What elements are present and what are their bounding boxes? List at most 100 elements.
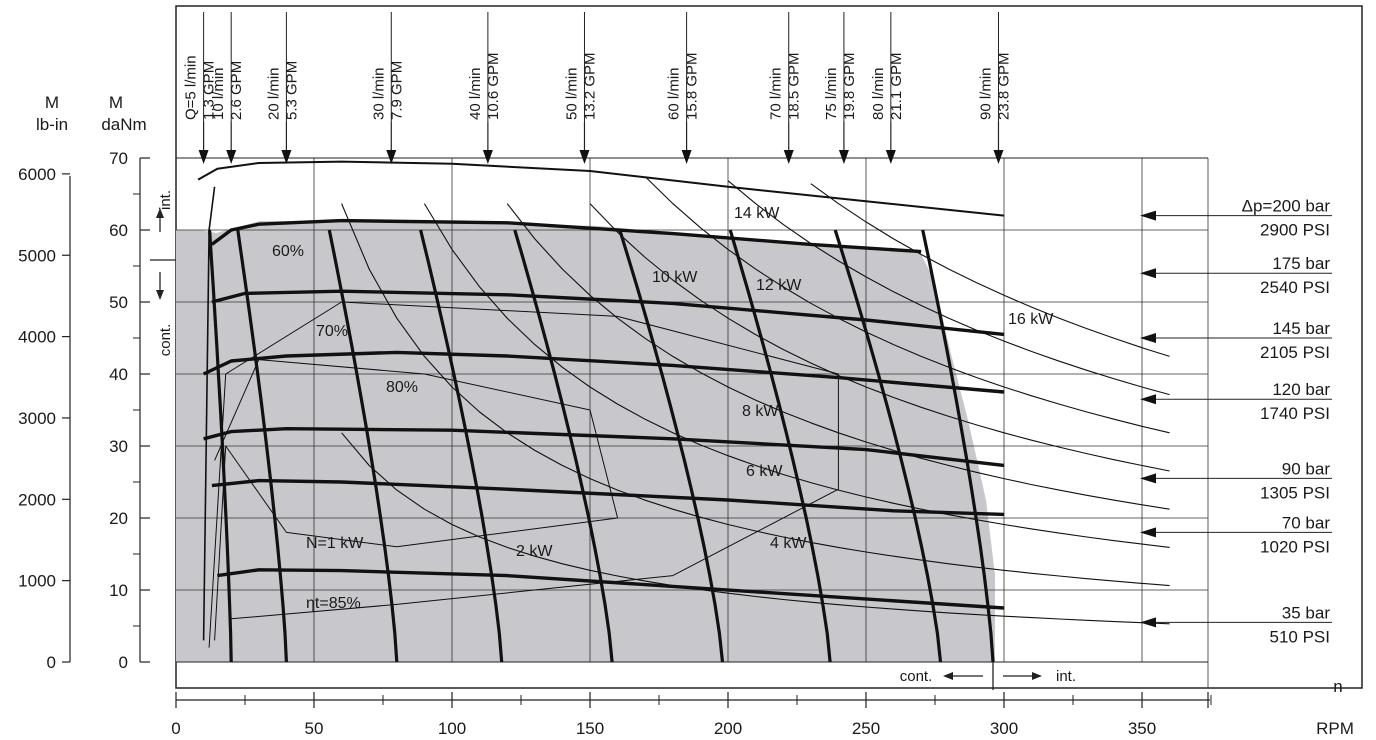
pressure-label-psi: 1020 PSI [1260, 537, 1330, 556]
x-tick-label: 50 [305, 719, 324, 738]
efficiency-label-80: 80% [386, 379, 418, 396]
x-tick-label: 100 [438, 719, 466, 738]
efficiency-contour-80 [208, 301, 839, 648]
flow-label-gpm: 18.5 GPM [786, 52, 803, 120]
pressure-label-arrowhead [1140, 473, 1156, 484]
x-axis-label: RPM [1316, 719, 1354, 738]
flow-label-lpm: 80 l/min [870, 67, 887, 120]
flow-label-gpm: 1.3 GPM [201, 61, 218, 120]
pressure-label-psi: 1740 PSI [1260, 404, 1330, 423]
power-curve-10kw [589, 203, 1170, 472]
pressure-label-psi: 2900 PSI [1260, 221, 1330, 240]
y-lbin-tick-label: 3000 [18, 409, 56, 428]
power-curve-16kw [810, 183, 1170, 357]
flow-label: 90 l/min 23.8 GPM [977, 12, 1012, 164]
y-danm-tick-label: 30 [109, 437, 128, 456]
y-axis-danm-label-2: daNm [101, 115, 146, 134]
pressure-label-bar: 70 bar [1282, 513, 1331, 532]
flow-label: 40 l/min 10.6 GPM [467, 12, 502, 164]
flow-label-gpm: 2.6 GPM [228, 61, 245, 120]
grid [176, 157, 1209, 688]
y-lbin-tick-label: 2000 [18, 490, 56, 509]
flow-curve-flow-70 [728, 229, 832, 663]
flow-curve-flow-50 [513, 229, 614, 663]
flow-label-gpm: 7.9 GPM [388, 61, 405, 120]
flow-label-arrowhead [681, 150, 692, 164]
flow-label-gpm: 19.8 GPM [841, 52, 858, 120]
flow-curve-5 [202, 186, 216, 641]
flow-label-arrowhead [783, 150, 794, 164]
flow-label: 30 l/min 7.9 GPM [370, 12, 405, 164]
x-tick-label: 0 [171, 719, 180, 738]
pressure-label: 70 bar 1020 PSI [1140, 513, 1332, 556]
flow-label-lpm: 60 l/min [666, 67, 683, 120]
flow-label-lpm: 50 l/min [563, 67, 580, 120]
flow-label-arrowhead [993, 150, 1004, 164]
int-label-horizontal: int. [1056, 668, 1076, 685]
power-curve-6kw [423, 203, 1170, 548]
pressure-label-psi: 2105 PSI [1260, 343, 1330, 362]
pressure-label: 90 bar 1305 PSI [1140, 459, 1332, 502]
pressure-label: 175 bar 2540 PSI [1140, 254, 1332, 297]
pressure-label-arrowhead [1140, 527, 1156, 538]
pressure-label-psi: 1305 PSI [1260, 483, 1330, 502]
cont-label-horizontal: cont. [900, 668, 933, 685]
flow-label-arrowhead [838, 150, 849, 164]
flow-label: Q=5 l/min 1.3 GPM [183, 12, 218, 164]
efficiency-label-85: ηt=85% [306, 595, 361, 612]
pressure-labels: Δp=200 bar 2900 PSI 175 bar 2540 PSI 145 bar… [1140, 197, 1332, 646]
efficiency-contour-85 [214, 359, 619, 641]
y-axis-danm-ticks: 0 10 20 30 40 50 60 70 [109, 149, 150, 672]
flow-label-lpm: 40 l/min [467, 67, 484, 120]
flow-label-gpm: 15.8 GPM [684, 52, 701, 120]
pressure-label-bar: 145 bar [1272, 319, 1330, 338]
y-axis-danm-label-1: M [109, 93, 123, 112]
efficiency-labels: 60% 70% 80% ηt=85% [272, 243, 418, 612]
y-danm-tick-label: 70 [109, 149, 128, 168]
flow-label-arrowhead [281, 150, 292, 164]
pressure-label: 145 bar 2105 PSI [1140, 319, 1332, 362]
y-danm-tick-label: 10 [109, 581, 128, 600]
pressure-label-bar: 120 bar [1272, 380, 1330, 399]
flow-label-lpm: 30 l/min [370, 67, 387, 120]
y-danm-tick-label: 40 [109, 365, 128, 384]
flow-label: 80 l/min 21.1 GPM [870, 12, 905, 164]
y-lbin-tick-label: 4000 [18, 328, 56, 347]
flow-label: 70 l/min 18.5 GPM [768, 12, 803, 164]
int-cont-vertical-annotation: int. cont. [150, 190, 176, 356]
x-tick-label: 300 [990, 719, 1018, 738]
int-cont-horizontal-annotation: cont. int. [900, 662, 1076, 690]
power-label-6kw: 6 kW [746, 463, 783, 480]
flow-curve-flow-20 [236, 229, 288, 663]
flow-label: 50 l/min 13.2 GPM [563, 12, 598, 164]
y-axis-lbin-ticks: 0 1000 2000 3000 4000 5000 6000 [18, 165, 70, 672]
flow-curve-flow-80 [833, 229, 943, 663]
flow-label-arrowhead [579, 150, 590, 164]
pressure-curve-90bar [203, 427, 1005, 468]
flow-label: 60 l/min 15.8 GPM [666, 12, 701, 164]
y-lbin-tick-label: 0 [47, 653, 56, 672]
power-label-12kw: 12 kW [756, 277, 802, 294]
power-labels: 14 kW 12 kW 10 kW 16 kW 8 kW 6 kW 4 kW 2… [306, 205, 1054, 560]
flow-label-lpm: 75 l/min [823, 67, 840, 120]
cont-label-vertical: cont. [157, 324, 174, 357]
flow-label-lpm: 10 l/min [210, 67, 227, 120]
flow-label-gpm: 13.2 GPM [581, 52, 598, 120]
x-tick-label: 250 [852, 719, 880, 738]
pressure-curve-120bar [202, 350, 1005, 394]
pressure-label-arrowhead [1140, 394, 1156, 405]
y-danm-tick-label: 50 [109, 293, 128, 312]
y-lbin-tick-label: 1000 [18, 572, 56, 591]
pressure-label-bar: 90 bar [1282, 459, 1331, 478]
power-label-10kw: 10 kW [652, 269, 698, 286]
flow-label-gpm: 5.3 GPM [283, 61, 300, 120]
power-curve-2kw [341, 432, 1170, 625]
flow-curve-flow-40 [419, 229, 504, 663]
y-lbin-tick-label: 6000 [18, 165, 56, 184]
flow-label-arrowhead [198, 150, 209, 164]
flow-label-arrowhead [386, 150, 397, 164]
x-tick-label: 350 [1128, 719, 1156, 738]
x-axis-ticks: 0 50 100 150 200 250 300 350 [171, 692, 1212, 738]
pressure-label: 120 bar 1740 PSI [1140, 380, 1332, 423]
